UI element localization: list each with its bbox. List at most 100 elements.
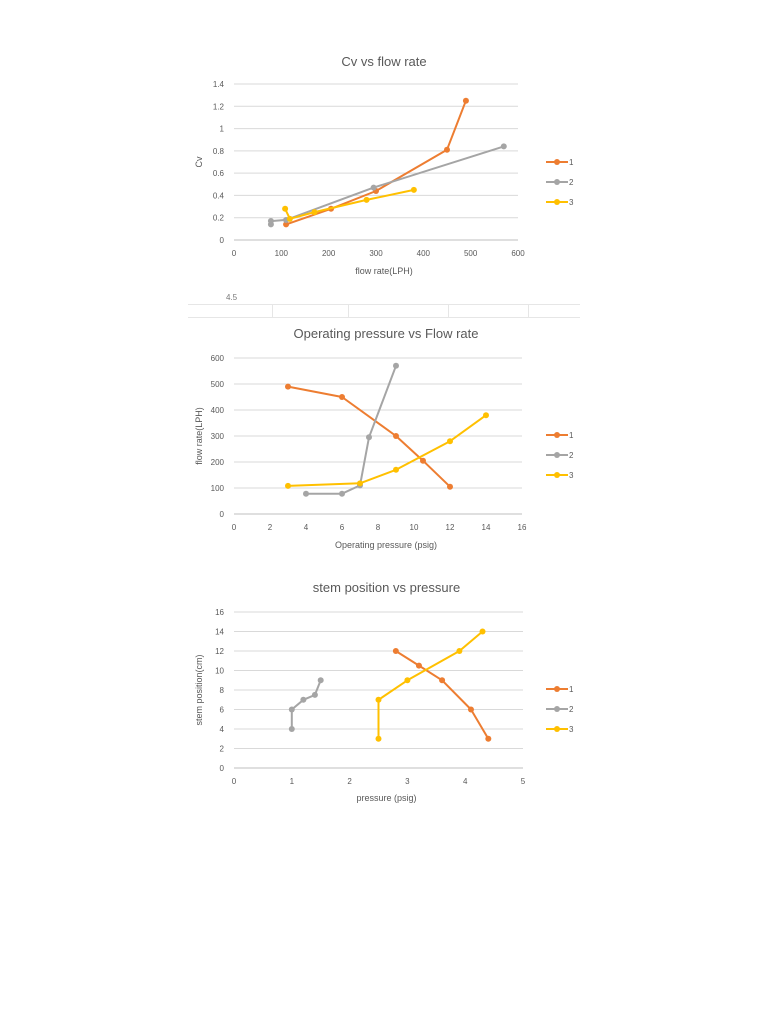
y-tick-label: 300 — [211, 432, 225, 441]
legend-marker — [554, 726, 560, 732]
legend-marker — [554, 179, 560, 185]
x-axis-label: pressure (psig) — [356, 793, 416, 803]
legend-entry: 2 — [546, 451, 574, 460]
series-3 — [375, 628, 486, 742]
data-point — [282, 205, 289, 212]
y-tick-label: 0.8 — [213, 147, 225, 156]
data-point — [444, 146, 450, 153]
data-point — [303, 490, 309, 497]
series-line — [287, 414, 487, 487]
gridlines — [234, 611, 523, 769]
legend-label: 3 — [569, 198, 574, 207]
chart-cv-vs-flow-rate: Cv vs flow rate 0 0.2 0.4 0.6 0.8 1 1.2 1.4 0 100 2… — [188, 44, 580, 294]
data-point — [311, 691, 318, 698]
data-point — [375, 696, 382, 703]
x-tick-label: 0 — [232, 249, 237, 258]
series-1 — [285, 383, 453, 490]
data-point — [415, 662, 422, 669]
series-line — [377, 630, 484, 739]
legend-marker — [554, 706, 560, 712]
series-line — [290, 679, 322, 729]
x-tick-label: 400 — [417, 249, 431, 258]
y-axis-label: flow rate(LPH) — [194, 407, 204, 465]
data-point — [317, 677, 324, 684]
y-tick-label: 2 — [220, 745, 225, 754]
x-tick-label: 200 — [322, 249, 336, 258]
series-2 — [303, 362, 399, 497]
x-tick-label: 16 — [518, 523, 527, 532]
series-2 — [267, 143, 507, 228]
series-3 — [282, 186, 417, 222]
data-point — [393, 433, 399, 439]
data-point — [366, 434, 372, 441]
x-tick-label: 500 — [464, 249, 478, 258]
data-point — [393, 362, 399, 369]
data-point — [285, 482, 291, 489]
y-tick-label: 12 — [215, 647, 224, 656]
chart-operating-pressure-vs-flow-rate: Operating pressure vs Flow rate 0 100 200 30… — [188, 318, 580, 562]
data-point — [311, 209, 318, 216]
x-tick-label: 3 — [405, 777, 410, 786]
x-tick-label: 4 — [463, 777, 468, 786]
data-point — [462, 97, 469, 104]
legend-label: 2 — [569, 705, 574, 714]
legend-label: 3 — [569, 725, 574, 734]
gridlines — [234, 357, 522, 515]
y-axis-label: stem position(cm) — [194, 654, 204, 725]
x-tick-label: 2 — [268, 523, 273, 532]
legend-marker — [554, 199, 560, 205]
x-tick-label: 14 — [482, 523, 491, 532]
data-point — [339, 394, 345, 400]
series-1 — [283, 97, 469, 228]
legend-marker — [554, 452, 560, 458]
y-tick-label: 0.6 — [213, 169, 225, 178]
y-tick-label: 0 — [220, 236, 225, 245]
data-point — [447, 483, 453, 490]
x-axis-label: flow rate(LPH) — [355, 266, 413, 276]
legend-marker — [554, 432, 560, 438]
data-point — [410, 186, 417, 193]
data-point — [339, 490, 345, 497]
chart-title: Operating pressure vs Flow rate — [294, 326, 479, 341]
data-point — [375, 735, 382, 742]
x-tick-label: 10 — [410, 523, 419, 532]
y-tick-label: 0 — [220, 764, 225, 773]
legend-entry: 3 — [546, 471, 574, 480]
separator-gridlines — [188, 304, 580, 318]
legend-label: 3 — [569, 471, 574, 480]
y-tick-label: 8 — [220, 686, 225, 695]
x-axis-label: Operating pressure (psig) — [335, 540, 437, 550]
y-tick-label: 0.4 — [213, 191, 225, 200]
data-point — [456, 648, 463, 654]
x-tick-label: 5 — [521, 777, 526, 786]
series-line — [284, 188, 415, 220]
data-point — [393, 466, 399, 473]
legend-entry: 1 — [546, 158, 574, 167]
data-point — [439, 677, 446, 684]
legend-entry: 2 — [546, 178, 574, 187]
y-tick-label: 14 — [215, 628, 224, 637]
data-point — [288, 706, 295, 713]
data-point — [479, 628, 486, 635]
x-tick-label: 100 — [275, 249, 289, 258]
x-tick-label: 0 — [232, 777, 237, 786]
y-tick-label: 600 — [211, 354, 225, 363]
chart-stem-position-vs-pressure: stem position vs pressure 0 2 4 6 8 10 12 14 16 0 1… — [188, 572, 580, 816]
x-tick-label: 6 — [340, 523, 345, 532]
data-point — [288, 726, 295, 732]
legend-entry: 1 — [546, 685, 574, 694]
x-tick-label: 4 — [304, 523, 309, 532]
data-point — [447, 438, 453, 445]
data-point — [283, 221, 290, 228]
y-tick-label: 100 — [211, 484, 225, 493]
data-point — [467, 706, 474, 713]
legend-label: 2 — [569, 451, 574, 460]
y-tick-label: 1.4 — [213, 80, 225, 89]
x-tick-label: 12 — [446, 523, 455, 532]
legend-marker — [554, 686, 560, 692]
y-tick-label: 4 — [220, 725, 225, 734]
x-tick-label: 2 — [347, 777, 352, 786]
data-point — [357, 480, 363, 487]
gridlines — [234, 83, 518, 241]
